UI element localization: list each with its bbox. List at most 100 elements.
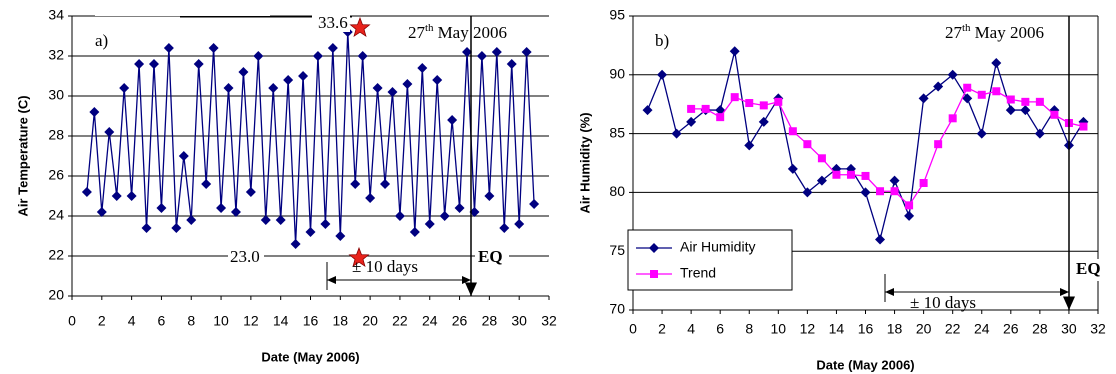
window-label: ± 10 days	[352, 257, 418, 276]
legend-box	[627, 229, 793, 291]
marker	[992, 87, 1001, 96]
event-label: EQ	[1076, 259, 1101, 278]
marker	[514, 219, 525, 229]
marker	[832, 170, 841, 179]
y-tick-label: 70	[609, 301, 625, 317]
marker	[1050, 110, 1059, 119]
marker	[671, 128, 682, 139]
y-tick-label: 22	[48, 247, 64, 263]
marker	[417, 63, 428, 73]
window-label: ± 10 days	[910, 293, 976, 312]
marker	[134, 59, 145, 69]
x-tick-label: 28	[1032, 321, 1048, 337]
x-tick-label: 26	[1003, 321, 1019, 337]
marker	[657, 69, 668, 80]
marker	[904, 210, 915, 221]
x-tick-label: 30	[1061, 321, 1077, 337]
marker	[948, 114, 957, 123]
marker	[156, 203, 167, 213]
marker	[787, 163, 798, 174]
event-label: EQ	[478, 247, 503, 266]
date-day: 27	[408, 23, 426, 42]
legend-label: Air Humidity	[680, 239, 755, 255]
marker	[335, 231, 346, 241]
x-tick-label: 16	[858, 321, 874, 337]
x-tick-label: 4	[687, 321, 695, 337]
y-tick-label: 34	[48, 7, 64, 23]
label-bg	[228, 248, 264, 268]
marker	[148, 59, 159, 69]
marker	[469, 207, 480, 217]
x-tick-label: 12	[243, 313, 259, 329]
marker	[686, 116, 697, 127]
marker	[253, 51, 264, 61]
marker	[991, 58, 1002, 69]
x-tick-label: 14	[273, 313, 289, 329]
marker	[889, 175, 900, 186]
marker	[642, 105, 653, 116]
x-tick-label: 0	[68, 313, 76, 329]
date-label: 27th May 2006	[408, 22, 507, 42]
marker	[759, 101, 768, 110]
label-bg	[475, 247, 509, 269]
y-tick-label: 26	[48, 167, 64, 183]
y-tick-label: 85	[609, 124, 625, 140]
marker	[126, 191, 137, 201]
marker	[424, 219, 435, 229]
marker	[402, 79, 413, 89]
y-tick-label: 24	[48, 207, 64, 223]
x-tick-label: 2	[658, 321, 666, 337]
marker	[1020, 105, 1031, 116]
legend-marker	[650, 270, 658, 278]
marker	[861, 171, 870, 180]
max-label: 33.6	[318, 13, 348, 32]
x-tick-label: 10	[771, 321, 787, 337]
marker	[462, 47, 473, 57]
x-tick-label: 18	[887, 321, 903, 337]
marker	[963, 83, 972, 92]
date-rest: May 2006	[975, 23, 1044, 42]
x-tick-label: 24	[422, 313, 438, 329]
y-axis-title: Air Temperature (C)	[15, 95, 30, 216]
x-tick-label: 30	[511, 313, 527, 329]
marker	[238, 67, 249, 77]
marker	[193, 59, 204, 69]
marker	[491, 47, 502, 57]
x-tick-label: 0	[629, 321, 637, 337]
marker	[730, 93, 739, 102]
marker	[81, 187, 92, 197]
star	[348, 246, 370, 268]
marker	[89, 107, 100, 117]
marker	[350, 179, 361, 189]
marker	[729, 46, 740, 57]
marker	[687, 104, 696, 113]
marker	[111, 191, 122, 201]
marker	[201, 179, 212, 189]
marker	[186, 215, 197, 225]
marker	[506, 59, 517, 69]
min-label: 23.0	[230, 247, 260, 266]
y-tick-label: 32	[48, 47, 64, 63]
x-tick-label: 8	[187, 313, 195, 329]
y-tick-label: 90	[609, 66, 625, 82]
marker	[529, 199, 540, 209]
panel-label: a)	[95, 31, 108, 50]
marker	[447, 115, 458, 125]
marker	[96, 207, 107, 217]
marker	[905, 201, 914, 210]
marker	[1034, 128, 1045, 139]
marker	[716, 113, 725, 122]
date-sup: th	[962, 22, 971, 34]
x-tick-label: 2	[98, 313, 106, 329]
marker	[803, 140, 812, 149]
marker	[104, 127, 115, 137]
marker	[802, 187, 813, 198]
x-tick-label: 26	[452, 313, 468, 329]
marker	[890, 187, 899, 196]
label-bg	[312, 12, 350, 32]
marker	[394, 211, 405, 221]
marker	[163, 43, 174, 53]
x-tick-label: 16	[303, 313, 319, 329]
marker	[1021, 97, 1030, 106]
x-axis-title: Date (May 2006)	[816, 357, 914, 372]
